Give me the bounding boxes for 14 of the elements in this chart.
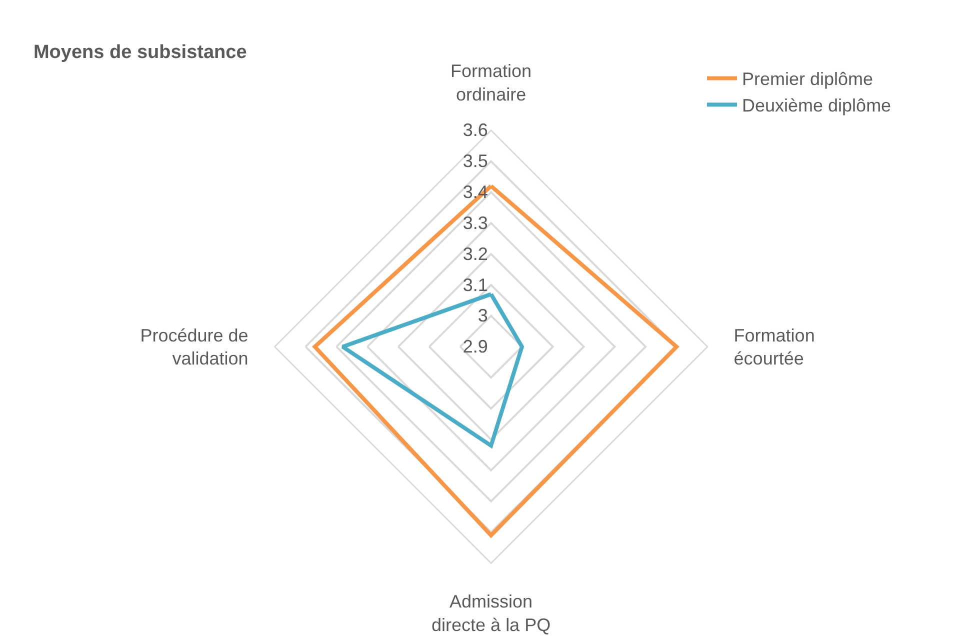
spoke-label: Formation ordinaire [450,60,532,104]
chart-title: Moyens de subsistance [33,42,247,64]
y-tick-label: 3.2 [462,244,488,264]
legend-label: Deuxième diplôme [742,96,892,116]
y-tick-label: 3.1 [462,274,488,295]
y-tick-label: 3.6 [462,120,488,140]
y-tick-label: 2.9 [462,336,488,357]
legend-label: Premier diplôme [742,69,874,90]
y-tick-label: 3.3 [462,212,488,233]
spoke-label: Formation écourtée [734,325,815,369]
spoke-label: Admission directe à la PQ [432,591,551,635]
spoke-label: Procédure de validation [140,325,248,369]
y-tick-label: 3.5 [462,151,488,172]
y-tick-label: 3 [478,306,488,326]
